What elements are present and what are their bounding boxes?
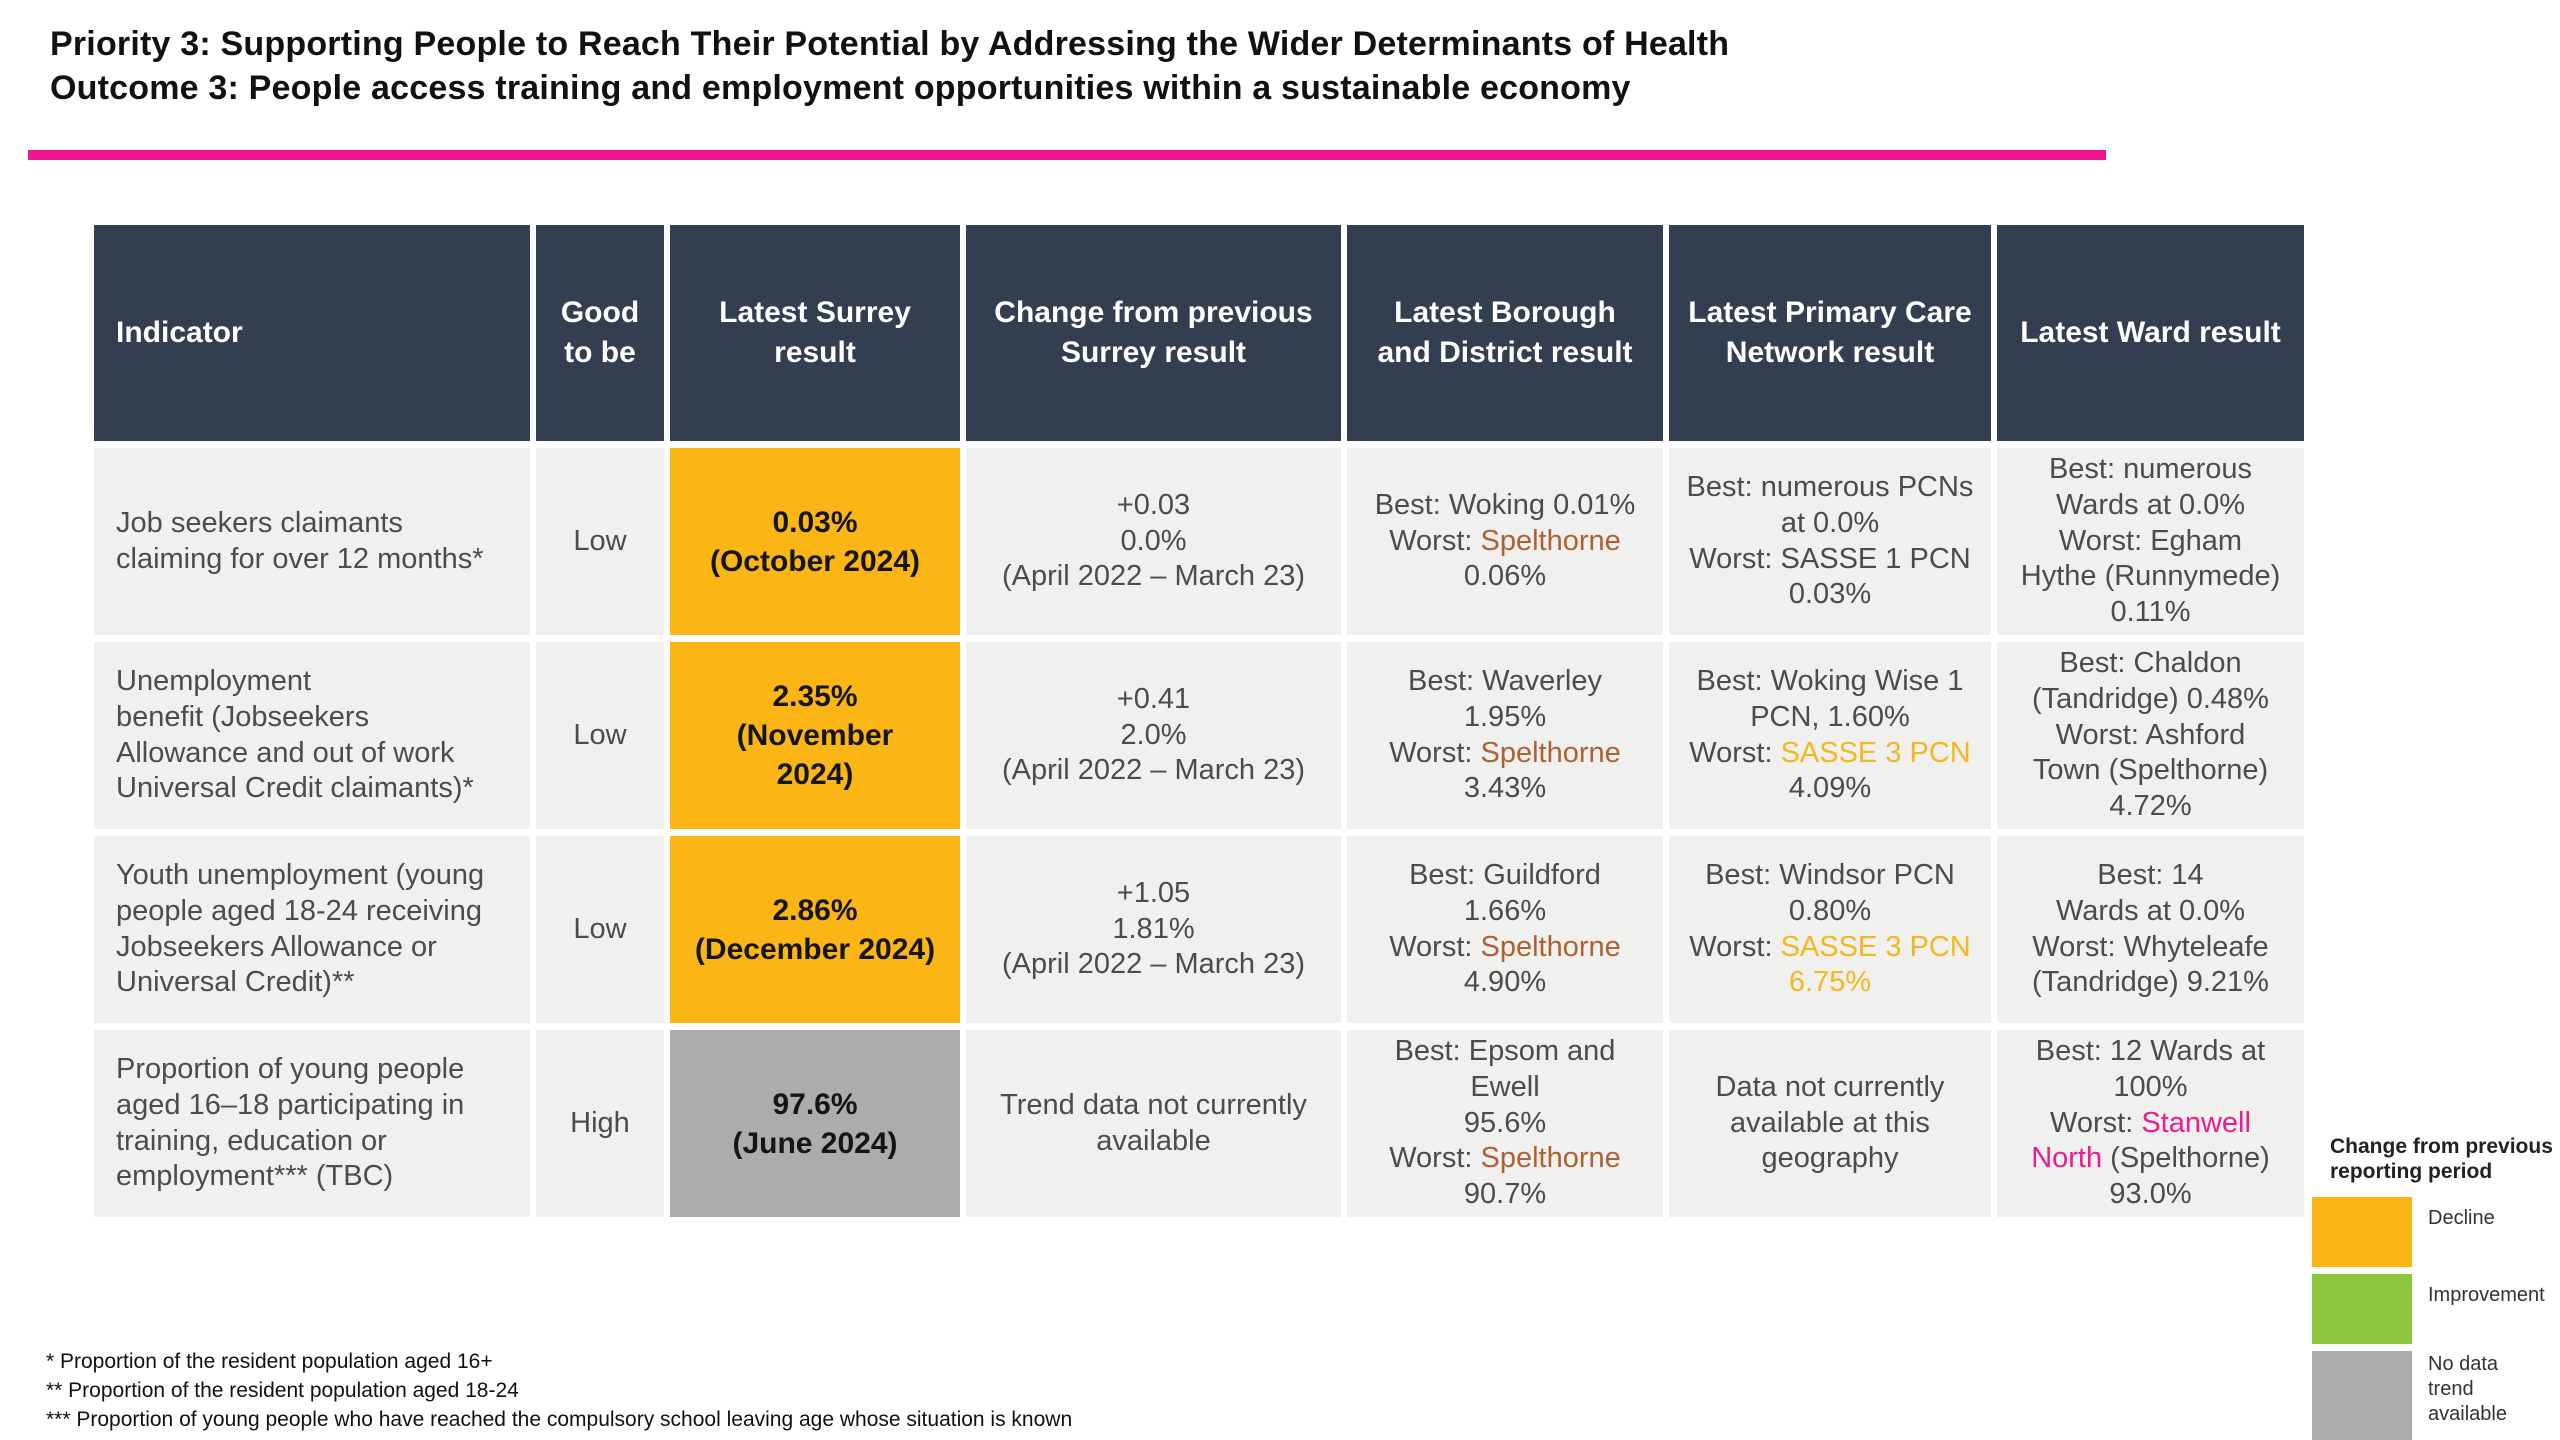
legend-label-improvement: Improvement xyxy=(2428,1284,2545,1306)
cell-borough-result: Best: Waverley 1.95% Worst: Spelthorne 3.… xyxy=(1347,642,1663,829)
worst-pcn-highlight: SASSE 3 PCN xyxy=(1780,736,1971,769)
cell-borough-result: Best: Epsom and Ewell 95.6% Worst: Speltho… xyxy=(1347,1030,1663,1217)
worst-pcn-highlight: SASSE 3 PCN xyxy=(1780,930,1971,963)
legend-swatch-decline xyxy=(2312,1197,2412,1267)
cell-surrey-result: 97.6% (June 2024) xyxy=(670,1030,960,1217)
cell-good-to-be: High xyxy=(536,1030,664,1217)
worst-borough-highlight: Spelthorne xyxy=(1480,736,1621,769)
title-line-1: Priority 3: Supporting People to Reach T… xyxy=(50,25,1730,63)
worst-ward-highlight: North xyxy=(2031,1142,2103,1175)
page-title: Priority 3: Supporting People to Reach T… xyxy=(50,22,1729,110)
cell-indicator: Proportion of young people aged 16–18 par… xyxy=(94,1030,530,1217)
cell-ward-result: Best: 12 Wards at 100% Worst: Stanwell No… xyxy=(1997,1030,2304,1217)
cell-ward-result: Best: 14 Wards at 0.0% Worst: Whyteleafe (T… xyxy=(1997,836,2304,1023)
col-header-ward-result: Latest Ward result xyxy=(1997,225,2304,441)
title-line-2: Outcome 3: People access training and em… xyxy=(50,69,1631,108)
cell-pcn-result: Best: numerous PCNs at 0.0% Worst: SASSE 1… xyxy=(1669,448,1991,635)
cell-surrey-result: 2.86% (December 2024) xyxy=(670,836,960,1023)
cell-pcn-result: Data not currently available at this geogr… xyxy=(1669,1030,1991,1217)
col-header-pcn-result: Latest Primary Care Network result xyxy=(1669,225,1991,441)
worst-pcn-value-highlight: 6.75% xyxy=(1788,966,1872,999)
legend-title: Change from previous reporting period xyxy=(2330,1135,2553,1184)
col-header-borough-district-result: Latest Borough and District result xyxy=(1347,225,1663,441)
cell-ward-result: Best: Chaldon (Tandridge) 0.48% Worst: Ash… xyxy=(1997,642,2304,829)
cell-indicator: Unemployment benefit (Jobseekers Allowance… xyxy=(94,642,530,829)
cell-borough-result: Best: Woking 0.01% Worst: Spelthorne 0.0… xyxy=(1347,448,1663,635)
cell-ward-result: Best: numerous Wards at 0.0% Worst: Egham H… xyxy=(1997,448,2304,635)
cell-change: Trend data not currently available xyxy=(966,1030,1341,1217)
cell-pcn-result: Best: Woking Wise 1 PCN, 1.60% Worst: SAS… xyxy=(1669,642,1991,829)
indicators-table: Indicator Good to be Latest Surrey result … xyxy=(94,225,2304,1217)
legend-label-decline: Decline xyxy=(2428,1207,2495,1229)
cell-good-to-be: Low xyxy=(536,836,664,1023)
col-header-latest-surrey-result: Latest Surrey result xyxy=(670,225,960,441)
legend-swatch-improvement xyxy=(2312,1274,2412,1344)
col-header-good-to-be: Good to be xyxy=(536,225,664,441)
accent-divider xyxy=(28,150,2106,160)
cell-surrey-result: 2.35% (November 2024) xyxy=(670,642,960,829)
col-header-change-from-previous: Change from previous Surrey result xyxy=(966,225,1341,441)
cell-indicator: Youth unemployment (young people aged 18-… xyxy=(94,836,530,1023)
cell-change: +0.03 0.0% (April 2022 – March 23) xyxy=(966,448,1341,635)
cell-good-to-be: Low xyxy=(536,448,664,635)
cell-indicator: Job seekers claimants claiming for over 1… xyxy=(94,448,530,635)
cell-change: +1.05 1.81% (April 2022 – March 23) xyxy=(966,836,1341,1023)
col-header-indicator: Indicator xyxy=(94,225,530,441)
cell-borough-result: Best: Guildford 1.66% Worst: Spelthorne 4… xyxy=(1347,836,1663,1023)
worst-borough-highlight: Spelthorne xyxy=(1480,524,1621,557)
cell-surrey-result: 0.03% (October 2024) xyxy=(670,448,960,635)
footnotes: * Proportion of the resident population … xyxy=(46,1350,1073,1431)
worst-ward-highlight: Stanwell xyxy=(2141,1106,2251,1139)
worst-borough-highlight: Spelthorne xyxy=(1480,1142,1621,1175)
legend-label-no-data: No data trend available xyxy=(2428,1353,2507,1425)
cell-change: +0.41 2.0% (April 2022 – March 23) xyxy=(966,642,1341,829)
cell-pcn-result: Best: Windsor PCN 0.80% Worst: SASSE 3 PC… xyxy=(1669,836,1991,1023)
legend-swatch-no-data xyxy=(2312,1351,2412,1440)
worst-borough-highlight: Spelthorne xyxy=(1480,930,1621,963)
cell-good-to-be: Low xyxy=(536,642,664,829)
